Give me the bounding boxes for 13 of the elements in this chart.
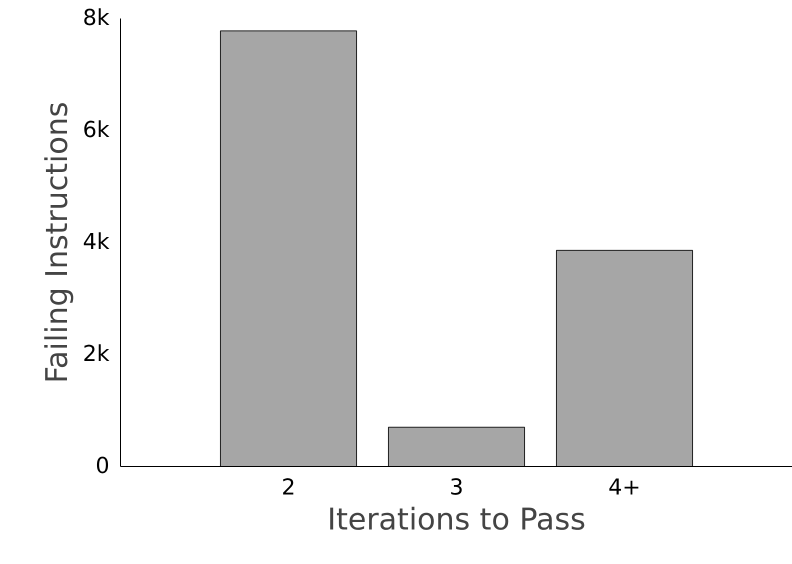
y-tick-label: 0 [96, 454, 110, 479]
x-tick-label: 2 [282, 476, 296, 500]
bar [556, 250, 694, 466]
x-tick-label: 3 [450, 476, 464, 500]
x-axis-title: Iterations to Pass [327, 502, 586, 538]
bar [220, 30, 358, 466]
bar [388, 426, 526, 466]
y-tick-label: 8k [82, 6, 110, 31]
x-tick-label: 4+ [608, 476, 641, 500]
y-tick-label: 2k [82, 342, 110, 367]
y-tick-label: 4k [82, 230, 110, 255]
y-axis-title: Failing Instructions [40, 102, 75, 384]
y-tick-label: 6k [82, 118, 110, 143]
